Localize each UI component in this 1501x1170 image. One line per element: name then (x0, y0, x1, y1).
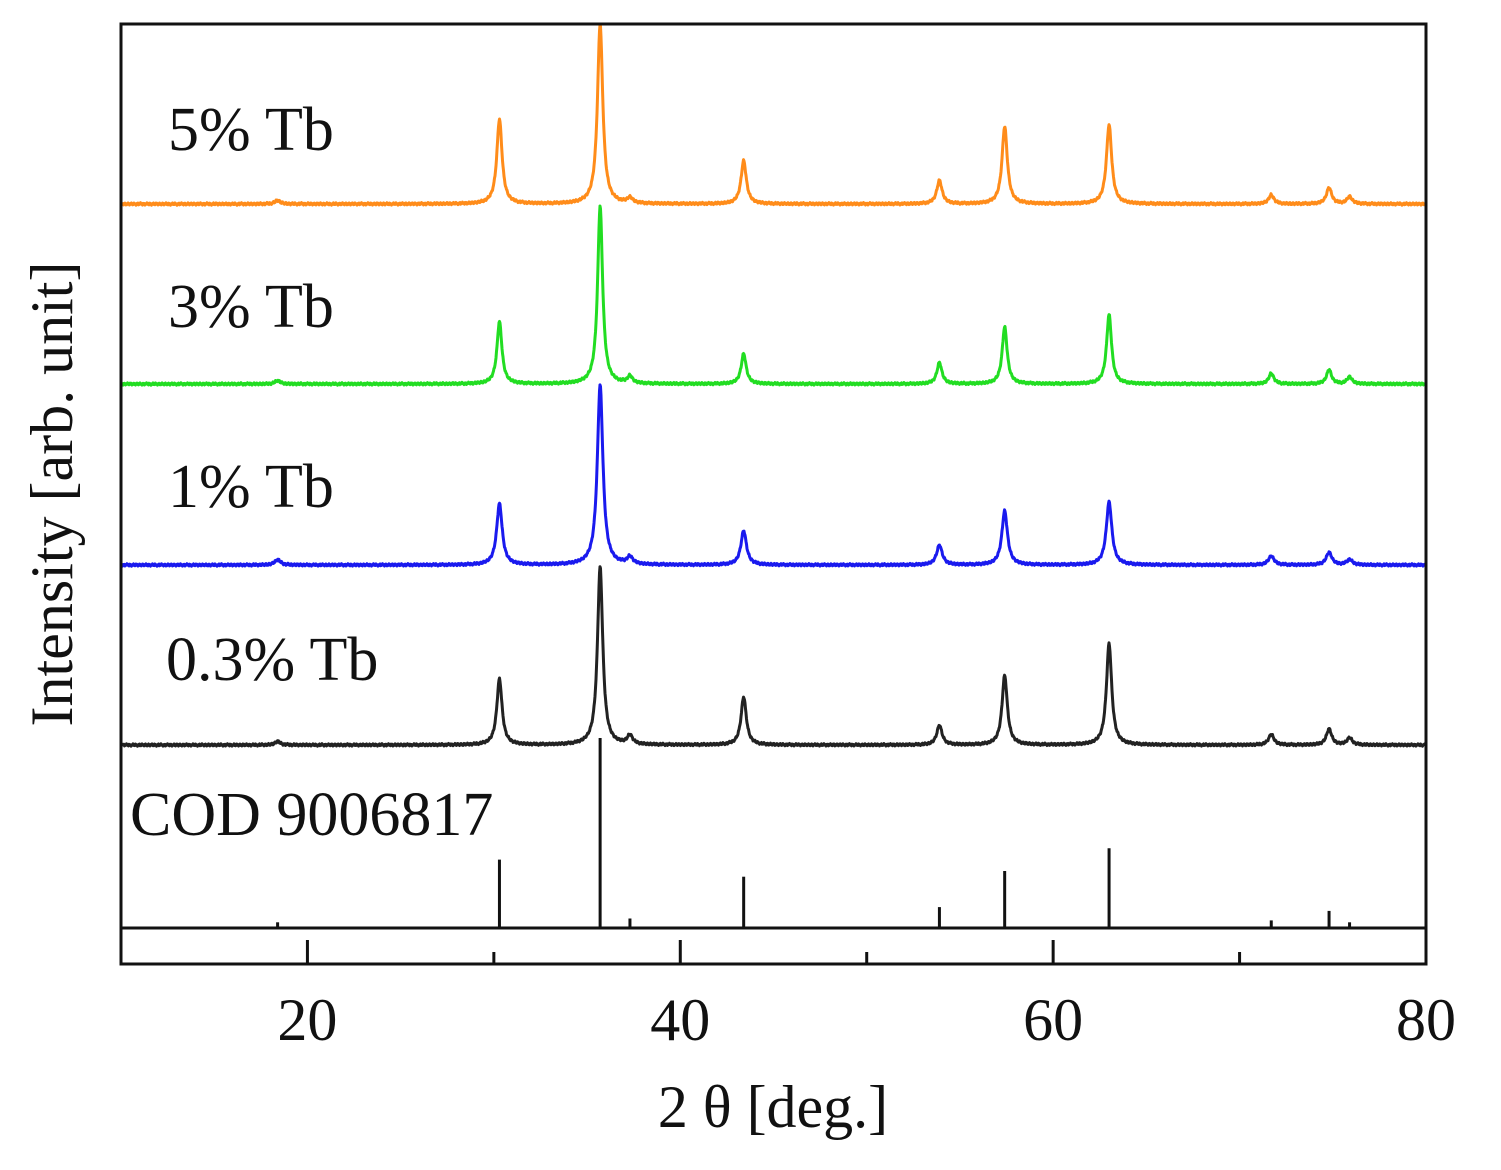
series-line-5-tb (121, 23, 1426, 207)
series-labels: 5% Tb 3% Tb 1% Tb 0.3% Tb COD 9006817 (130, 96, 493, 849)
series-group (120, 23, 1427, 748)
reference-label: COD 9006817 (130, 781, 493, 849)
plot-border (119, 22, 1428, 966)
x-tick-label: 60 (1023, 987, 1083, 1053)
series-line-0-3-tb (120, 565, 1427, 748)
series-label: 0.3% Tb (166, 626, 378, 694)
series-line-1-tb (120, 383, 1426, 568)
series-label: 5% Tb (168, 96, 334, 164)
axis-ticks (305, 940, 1428, 964)
plot-frame (119, 22, 1428, 966)
x-tick-label: 40 (650, 987, 710, 1053)
x-axis-title: 2 θ [deg.] (658, 1074, 888, 1140)
x-tick-label: 80 (1396, 987, 1456, 1053)
series-line-3-tb (120, 204, 1427, 387)
x-tick-label: 20 (277, 987, 337, 1053)
y-axis-title: Intensity [arb. unit] (19, 262, 85, 727)
series-label: 3% Tb (168, 273, 334, 341)
x-tick-labels: 20 40 60 80 (277, 987, 1456, 1053)
series-label: 1% Tb (168, 453, 334, 521)
